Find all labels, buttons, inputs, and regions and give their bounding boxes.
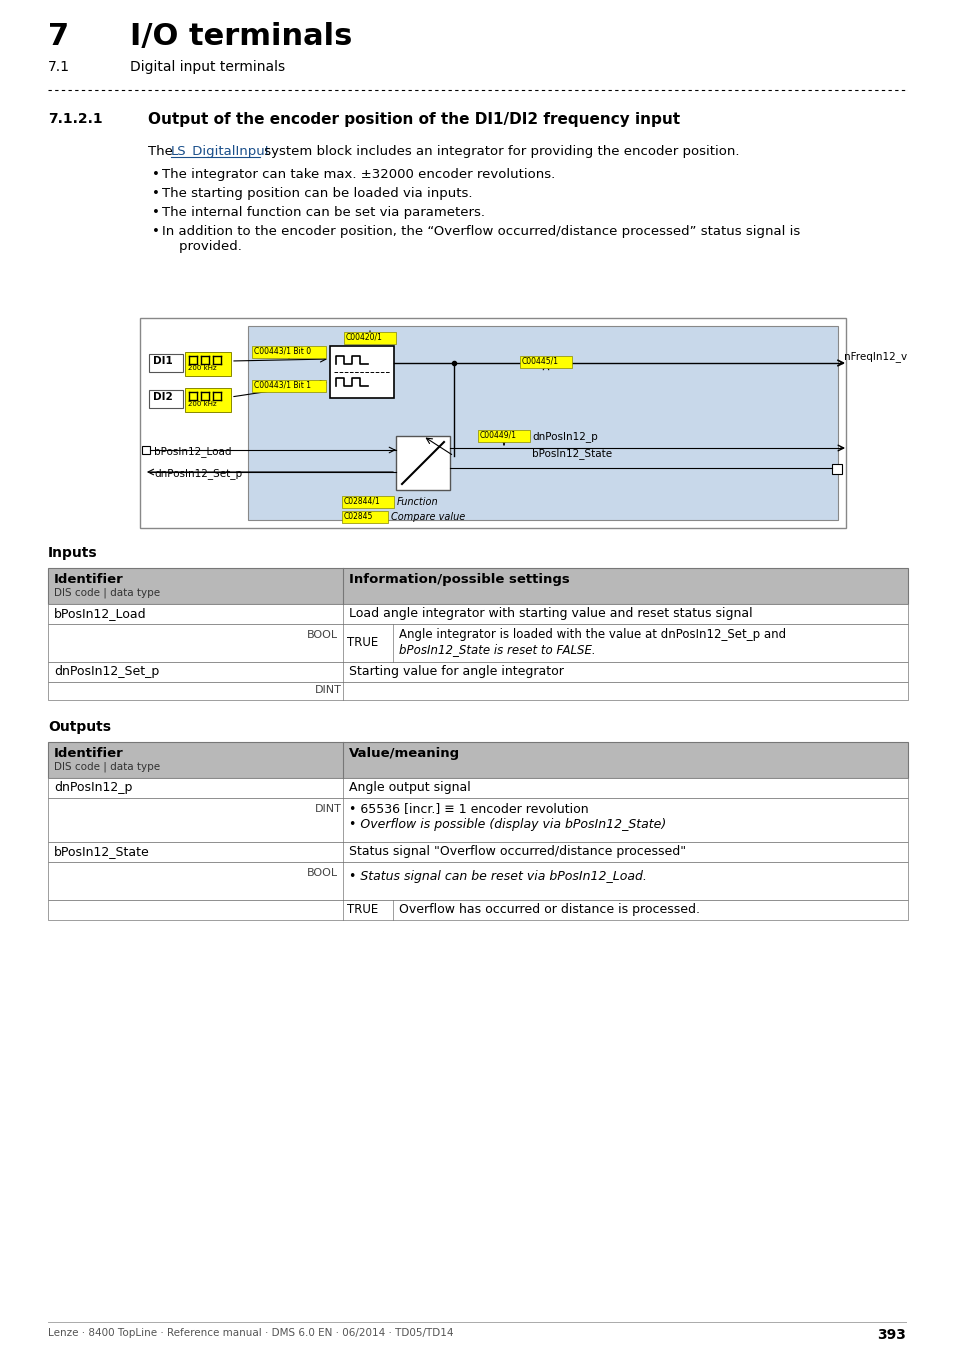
Bar — [252, 379, 326, 391]
Text: 7.1.2.1: 7.1.2.1 — [48, 112, 103, 126]
Bar — [48, 842, 907, 863]
Text: C00445/1: C00445/1 — [521, 356, 558, 366]
Text: Inputs: Inputs — [48, 545, 97, 560]
Text: C02844/1: C02844/1 — [344, 497, 380, 506]
Bar — [395, 436, 450, 490]
Text: Load angle integrator with starting value and reset status signal: Load angle integrator with starting valu… — [349, 608, 752, 620]
Text: bPosIn12_Load: bPosIn12_Load — [54, 608, 147, 620]
Text: •: • — [152, 225, 160, 238]
Bar — [48, 778, 907, 798]
Bar — [330, 346, 394, 398]
Text: Starting value for angle integrator: Starting value for angle integrator — [349, 666, 563, 678]
Text: 7.1: 7.1 — [48, 59, 70, 74]
Bar — [519, 356, 572, 369]
Bar — [344, 332, 395, 344]
Text: Digital input terminals: Digital input terminals — [130, 59, 285, 74]
Bar — [48, 662, 907, 682]
Text: bPosIn12_State: bPosIn12_State — [532, 448, 612, 459]
Text: Overflow has occurred or distance is processed.: Overflow has occurred or distance is pro… — [398, 903, 700, 917]
Text: Outputs: Outputs — [48, 720, 111, 734]
Text: BOOL: BOOL — [307, 868, 337, 878]
Bar — [185, 352, 231, 377]
Bar — [48, 682, 907, 701]
Text: DINT: DINT — [314, 684, 341, 695]
Text: 393: 393 — [876, 1328, 905, 1342]
Text: BOOL: BOOL — [307, 630, 337, 640]
Text: Compare value: Compare value — [391, 512, 465, 522]
Text: C00443/1 Bit 1: C00443/1 Bit 1 — [253, 381, 311, 390]
Text: • 65536 [incr.] ≡ 1 encoder revolution: • 65536 [incr.] ≡ 1 encoder revolution — [349, 802, 588, 815]
Text: bPosIn12_Load: bPosIn12_Load — [153, 446, 232, 456]
Text: •: • — [152, 207, 160, 219]
Text: DIS code | data type: DIS code | data type — [54, 589, 160, 598]
Bar — [185, 387, 231, 412]
Text: Status signal "Overflow occurred/distance processed": Status signal "Overflow occurred/distanc… — [349, 845, 685, 859]
Bar — [477, 431, 530, 441]
Text: 200 kHz: 200 kHz — [188, 364, 216, 371]
Bar — [48, 743, 907, 778]
Text: LS_DigitalInput: LS_DigitalInput — [171, 144, 271, 158]
Text: The internal function can be set via parameters.: The internal function can be set via par… — [162, 207, 484, 219]
Text: 7: 7 — [48, 22, 69, 51]
Text: TRUE: TRUE — [347, 636, 377, 649]
Text: •: • — [152, 167, 160, 181]
Text: • Overflow is possible (display via bPosIn12_State): • Overflow is possible (display via bPos… — [349, 818, 665, 832]
Text: Output of the encoder position of the DI1/DI2 frequency input: Output of the encoder position of the DI… — [148, 112, 679, 127]
Text: system block includes an integrator for providing the encoder position.: system block includes an integrator for … — [260, 144, 739, 158]
Bar — [149, 390, 183, 408]
Bar — [48, 900, 907, 919]
Text: Identifier: Identifier — [54, 747, 124, 760]
Text: dnPosIn12_p: dnPosIn12_p — [54, 782, 132, 794]
Text: DINT: DINT — [314, 805, 341, 814]
Text: DI2: DI2 — [152, 392, 172, 402]
Text: DIS code | data type: DIS code | data type — [54, 761, 160, 772]
Text: dnPosIn12_Set_p: dnPosIn12_Set_p — [54, 666, 159, 678]
Text: •: • — [152, 188, 160, 200]
Text: Information/possible settings: Information/possible settings — [349, 572, 569, 586]
Text: C00449/1: C00449/1 — [479, 431, 517, 440]
Bar — [831, 464, 841, 474]
Text: nFreqIn12_v: nFreqIn12_v — [843, 351, 906, 362]
Bar — [48, 624, 907, 662]
Bar — [149, 354, 183, 373]
Text: DI1: DI1 — [152, 356, 172, 366]
Text: I/O terminals: I/O terminals — [130, 22, 352, 51]
Bar — [48, 603, 907, 624]
Text: Angle output signal: Angle output signal — [349, 782, 470, 794]
Text: Function: Function — [396, 497, 438, 508]
Text: The starting position can be loaded via inputs.: The starting position can be loaded via … — [162, 188, 472, 200]
Text: bPosIn12_State is reset to FALSE.: bPosIn12_State is reset to FALSE. — [398, 643, 595, 656]
Bar — [341, 495, 394, 508]
Text: The integrator can take max. ±32000 encoder revolutions.: The integrator can take max. ±32000 enco… — [162, 167, 555, 181]
Text: Identifier: Identifier — [54, 572, 124, 586]
Bar — [48, 798, 907, 842]
Text: C00420/1: C00420/1 — [346, 333, 382, 342]
Text: 200 kHz: 200 kHz — [188, 401, 216, 406]
Bar — [252, 346, 326, 358]
Text: C00443/1 Bit 0: C00443/1 Bit 0 — [253, 347, 311, 356]
Text: C02845: C02845 — [344, 512, 373, 521]
Text: In addition to the encoder position, the “Overflow occurred/distance processed” : In addition to the encoder position, the… — [162, 225, 800, 252]
Text: TRUE: TRUE — [347, 903, 377, 917]
Bar — [48, 568, 907, 603]
Bar — [142, 446, 150, 454]
Text: The: The — [148, 144, 177, 158]
Text: Angle integrator is loaded with the value at dnPosIn12_Set_p and: Angle integrator is loaded with the valu… — [398, 628, 785, 641]
Bar — [248, 325, 837, 520]
Bar — [140, 319, 845, 528]
Text: dnPosIn12_Set_p: dnPosIn12_Set_p — [153, 468, 242, 479]
Text: Value/meaning: Value/meaning — [349, 747, 459, 760]
Text: • Status signal can be reset via bPosIn12_Load.: • Status signal can be reset via bPosIn1… — [349, 869, 646, 883]
Text: Lenze · 8400 TopLine · Reference manual · DMS 6.0 EN · 06/2014 · TD05/TD14: Lenze · 8400 TopLine · Reference manual … — [48, 1328, 453, 1338]
Bar — [48, 863, 907, 900]
Bar — [341, 512, 388, 522]
Text: bPosIn12_State: bPosIn12_State — [54, 845, 150, 859]
Text: dnPosIn12_p: dnPosIn12_p — [532, 431, 598, 441]
